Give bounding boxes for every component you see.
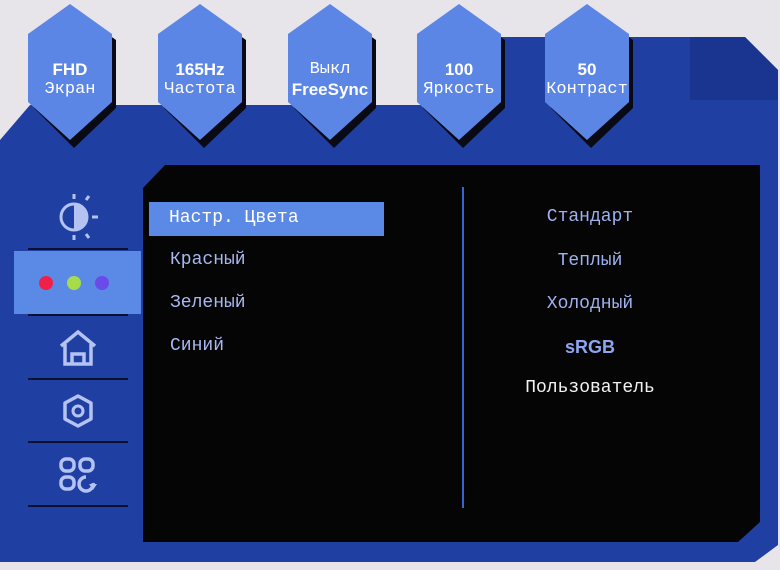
sidebar-item-brightness[interactable]	[14, 188, 141, 246]
brightness-contrast-icon	[59, 194, 98, 240]
osd-top-right-block	[690, 37, 778, 100]
apps-reset-icon	[58, 457, 97, 493]
sidebar-item-other[interactable]	[14, 444, 141, 506]
tile-brightness: 100 Яркость	[417, 4, 505, 148]
menu-item-blue[interactable]: Синий	[170, 336, 225, 356]
tile-value: 100	[444, 60, 474, 79]
option-standard[interactable]: Стандарт	[546, 207, 634, 227]
tile-contrast: 50 Контраст	[545, 4, 633, 148]
sidebar-divider	[28, 248, 128, 250]
tile-value: 165Hz	[175, 60, 225, 79]
option-cool[interactable]: Холодный	[546, 294, 634, 314]
tile-label: Контраст	[546, 80, 628, 99]
sidebar-item-home[interactable]	[14, 318, 141, 378]
sidebar-divider	[28, 378, 128, 380]
tile-label: FreeSync	[291, 80, 369, 99]
sidebar-divider	[28, 441, 128, 443]
content-panel	[143, 165, 760, 542]
home-icon	[59, 329, 96, 366]
sidebar-divider	[28, 314, 128, 316]
tile-value: FHD	[52, 60, 88, 79]
menu-item-red[interactable]: Красный	[170, 250, 246, 270]
option-warm[interactable]: Теплый	[557, 251, 623, 271]
tile-value: 50	[577, 60, 597, 79]
tile-label: Яркость	[423, 80, 495, 99]
tile-freesync: Выкл FreeSync	[288, 4, 376, 148]
sidebar-divider	[28, 505, 128, 507]
tile-label: Частота	[164, 80, 236, 99]
option-srgb[interactable]: sRGB	[564, 337, 615, 357]
menu-item-color-settings[interactable]: Настр. Цвета	[149, 202, 384, 236]
tile-resolution: FHD Экран	[28, 4, 116, 148]
gear-icon	[62, 394, 93, 428]
option-user[interactable]: Пользователь	[525, 378, 655, 398]
tile-refresh-rate: 165Hz Частота	[158, 4, 246, 148]
sidebar-item-settings[interactable]	[14, 381, 141, 441]
menu-item-green[interactable]: Зеленый	[170, 293, 246, 313]
color-dots-icon	[38, 275, 109, 290]
sidebar-item-color[interactable]	[14, 251, 141, 314]
menu-item-label: Настр. Цвета	[169, 208, 299, 228]
tile-value: Выкл	[309, 60, 351, 79]
tile-label: Экран	[44, 80, 96, 99]
